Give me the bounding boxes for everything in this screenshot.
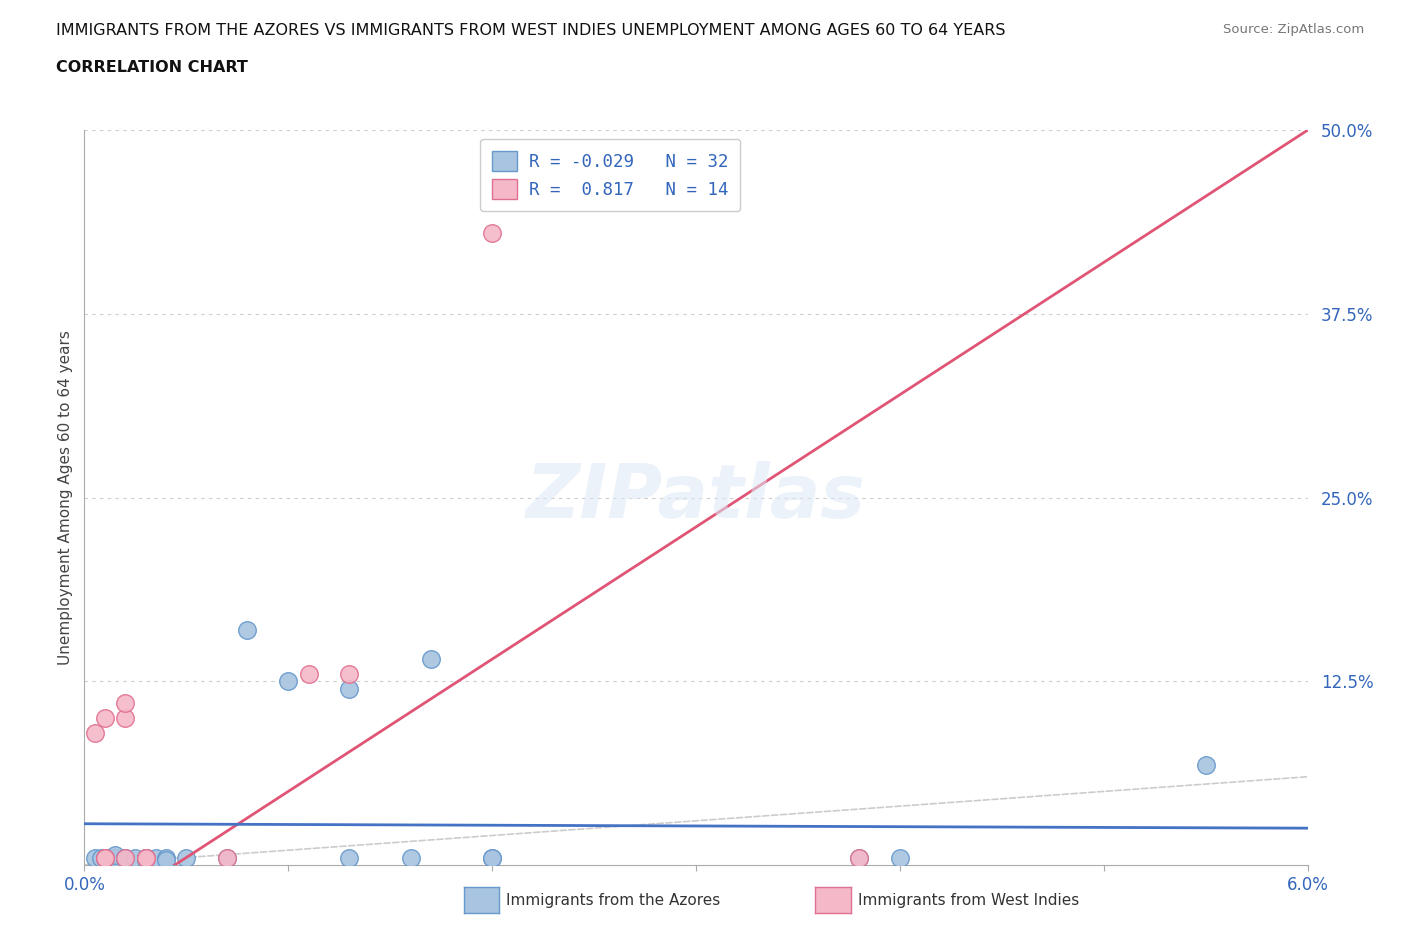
- Point: [93, 850, 117, 865]
- Point: [420, 652, 443, 667]
- Point: [114, 850, 136, 865]
- Point: [298, 667, 321, 682]
- Point: [114, 711, 136, 725]
- Point: [217, 850, 239, 865]
- Point: [848, 850, 870, 865]
- Point: [90, 850, 112, 865]
- Point: [217, 850, 239, 865]
- Point: [339, 681, 361, 696]
- Point: [399, 850, 422, 865]
- Point: [135, 850, 157, 865]
- Point: [114, 850, 136, 865]
- Point: [135, 853, 157, 868]
- Text: Source: ZipAtlas.com: Source: ZipAtlas.com: [1223, 23, 1364, 36]
- Point: [135, 850, 157, 865]
- Point: [93, 850, 117, 865]
- Point: [135, 850, 157, 865]
- Point: [97, 850, 120, 865]
- Point: [93, 711, 117, 725]
- Legend: R = -0.029   N = 32, R =  0.817   N = 14: R = -0.029 N = 32, R = 0.817 N = 14: [481, 139, 741, 211]
- Point: [155, 850, 177, 865]
- Point: [93, 850, 117, 865]
- Point: [135, 850, 157, 865]
- Point: [1195, 758, 1218, 773]
- Point: [124, 850, 146, 865]
- Text: Immigrants from the Azores: Immigrants from the Azores: [506, 893, 720, 908]
- Text: ZIPatlas: ZIPatlas: [526, 461, 866, 534]
- Point: [481, 850, 503, 865]
- Point: [481, 226, 503, 241]
- Point: [104, 850, 127, 865]
- Point: [114, 850, 136, 865]
- Point: [155, 853, 177, 868]
- Point: [339, 850, 361, 865]
- Point: [83, 850, 105, 865]
- Point: [339, 667, 361, 682]
- Point: [135, 850, 157, 865]
- Point: [104, 847, 127, 862]
- Point: [135, 850, 157, 865]
- Point: [277, 673, 299, 688]
- Y-axis label: Unemployment Among Ages 60 to 64 years: Unemployment Among Ages 60 to 64 years: [58, 330, 73, 665]
- Text: Immigrants from West Indies: Immigrants from West Indies: [858, 893, 1078, 908]
- Text: IMMIGRANTS FROM THE AZORES VS IMMIGRANTS FROM WEST INDIES UNEMPLOYMENT AMONG AGE: IMMIGRANTS FROM THE AZORES VS IMMIGRANTS…: [56, 23, 1005, 38]
- Point: [93, 850, 117, 865]
- Point: [889, 850, 911, 865]
- Point: [176, 850, 198, 865]
- Point: [236, 622, 259, 637]
- Point: [848, 850, 870, 865]
- Point: [114, 850, 136, 865]
- Point: [481, 850, 503, 865]
- Point: [114, 696, 136, 711]
- Point: [83, 725, 105, 740]
- Text: CORRELATION CHART: CORRELATION CHART: [56, 60, 247, 75]
- Point: [145, 850, 167, 865]
